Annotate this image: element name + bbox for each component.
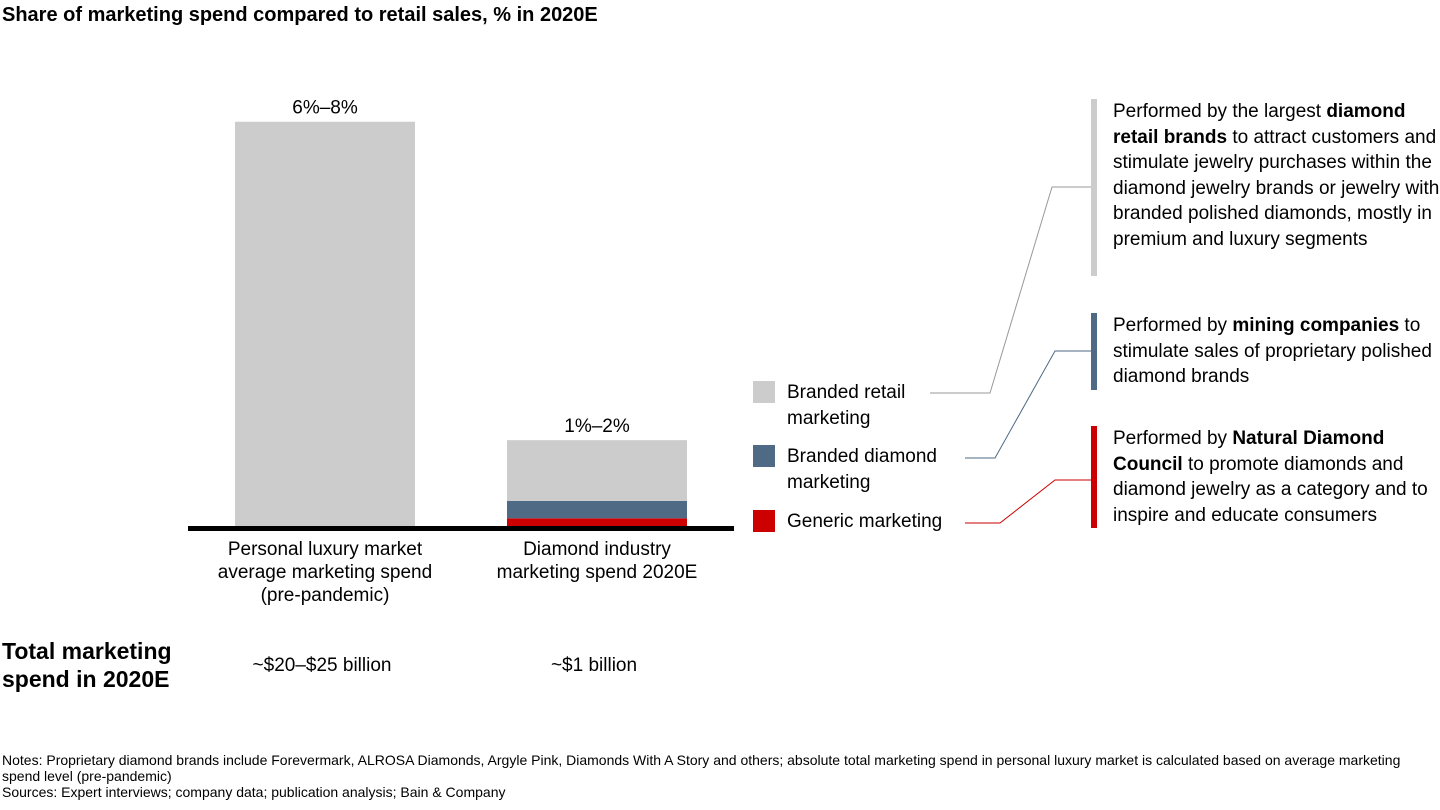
legend-swatch-branded-retail xyxy=(753,381,775,403)
connector-branded-retail xyxy=(930,186,1091,394)
bar-diamond-generic-marketing xyxy=(507,518,687,527)
category-label-diamond: Diamond industry marketing spend 2020E xyxy=(496,539,698,583)
bar-diamond-branded-retail-marketing xyxy=(507,440,687,501)
bar-luxury-branded-retail-marketing xyxy=(235,121,415,527)
total-value-luxury: ~$20–$25 billion xyxy=(252,655,392,676)
category-label-luxury: Personal luxury market average marketing… xyxy=(217,539,433,606)
chart-title: Share of marketing spend compared to ret… xyxy=(2,4,598,26)
notes: Notes: Proprietary diamond brands includ… xyxy=(2,752,1401,800)
legend-label-branded-diamond: Branded diamond marketing xyxy=(787,446,937,493)
legend-label-generic: Generic marketing xyxy=(787,511,943,532)
data-label-diamond: 1%–2% xyxy=(564,416,630,437)
bar-diamond-branded-diamond-marketing xyxy=(507,500,687,519)
desc-branded-diamond: Performed by mining companies to stimula… xyxy=(1113,315,1432,387)
desc-bar-branded-diamond xyxy=(1091,313,1097,390)
total-value-diamond: ~$1 billion xyxy=(550,655,638,676)
desc-branded-retail: Performed by the largest diamond retail … xyxy=(1113,101,1440,250)
legend-swatch-branded-diamond xyxy=(753,445,775,467)
data-label-luxury: 6%–8% xyxy=(292,98,358,119)
desc-generic: Performed by Natural Diamond Council to … xyxy=(1113,428,1428,526)
connector-branded-diamond xyxy=(965,350,1091,459)
desc-bar-branded-retail xyxy=(1091,99,1097,276)
legend-label-branded-retail: Branded retail marketing xyxy=(787,382,906,429)
connector-generic xyxy=(965,479,1091,524)
total-label: Total marketing spend in 2020E xyxy=(2,638,172,692)
desc-bar-generic xyxy=(1091,426,1097,528)
legend-swatch-generic xyxy=(753,510,775,532)
